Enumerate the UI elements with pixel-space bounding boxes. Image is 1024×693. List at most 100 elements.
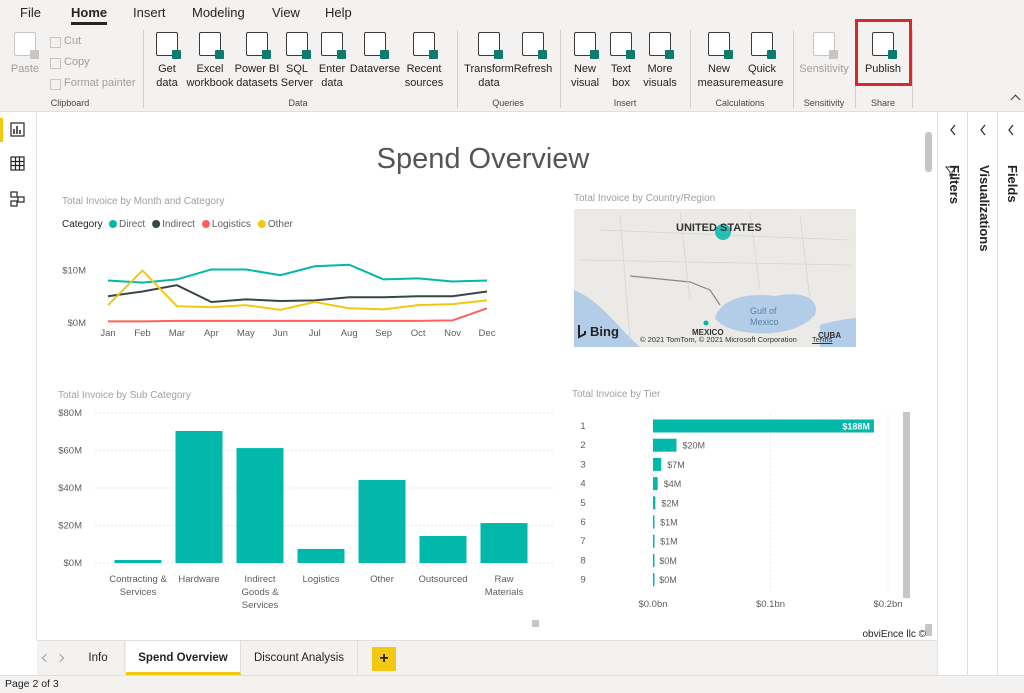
button-label: Enter xyxy=(318,63,346,75)
ribbon-button[interactable]: More visuals xyxy=(628,32,692,90)
fields-pane[interactable] xyxy=(997,112,1024,675)
ribbon-button[interactable]: New measure xyxy=(687,32,751,90)
button-icon xyxy=(413,32,438,59)
map-terms[interactable]: Terms xyxy=(812,335,833,344)
ribbon-tab[interactable]: Help xyxy=(325,5,352,20)
nav-icons xyxy=(0,118,25,207)
button-label: Sensitivity xyxy=(799,63,849,75)
button-icon xyxy=(286,32,311,59)
button-icon xyxy=(872,32,897,59)
pane-title[interactable]: Filters xyxy=(947,165,962,205)
button-icon xyxy=(522,32,547,59)
ribbon-tab[interactable]: File xyxy=(20,5,41,20)
button-icon xyxy=(478,32,503,59)
button-icon xyxy=(751,32,776,59)
button-label: Recent xyxy=(406,63,442,75)
button-label: Transform xyxy=(464,63,514,75)
report-canvas xyxy=(37,112,937,640)
left-nav xyxy=(0,112,37,640)
small-button-label: Cut xyxy=(64,35,82,47)
x-tick-label: Contracting & Services xyxy=(109,574,167,598)
button-label: data xyxy=(321,77,343,89)
button-label: Publish xyxy=(864,63,902,75)
group-separator xyxy=(143,30,144,108)
page-tab[interactable]: Discount Analysis xyxy=(241,641,358,674)
publish-highlight xyxy=(855,19,912,86)
data-view-grid xyxy=(11,157,24,170)
ribbon-tab[interactable]: Insert xyxy=(133,5,166,20)
button-label: Excel xyxy=(196,63,224,75)
group-label: Share xyxy=(870,98,896,108)
button-label: Refresh xyxy=(513,63,553,75)
button-label: SQL xyxy=(285,63,308,75)
ribbon-button[interactable]: Recent sources xyxy=(392,32,456,90)
ribbon-button[interactable]: Sensitivity xyxy=(792,32,856,76)
group-label: Sensitivity xyxy=(803,98,845,108)
ribbon-tab[interactable]: Modeling xyxy=(192,5,245,20)
button-label: Text xyxy=(610,63,632,75)
add-page-button[interactable]: + xyxy=(372,647,396,671)
button-icon xyxy=(813,32,838,59)
ribbon-button[interactable]: Get data xyxy=(135,32,199,90)
ribbon-button[interactable]: Excel workbook xyxy=(178,32,242,90)
small-button[interactable]: Copy xyxy=(50,56,90,69)
small-button-icon xyxy=(50,58,61,69)
ribbon-button[interactable]: Dataverse xyxy=(343,32,407,76)
ribbon-tab[interactable]: View xyxy=(272,5,300,20)
tab-nav-prev[interactable] xyxy=(41,653,51,663)
filters-pane[interactable] xyxy=(937,112,967,675)
status-text: Page 2 of 3 xyxy=(5,678,59,690)
small-button-icon xyxy=(50,37,61,48)
pane-title[interactable]: Fields xyxy=(1005,165,1020,203)
small-button[interactable]: Format painter xyxy=(50,77,136,90)
page-tab[interactable]: Spend Overview xyxy=(126,641,241,675)
visualizations-pane[interactable] xyxy=(967,112,997,675)
ribbon-button[interactable]: Quick measure xyxy=(730,32,794,90)
ribbon-button[interactable]: Power BI datasets xyxy=(225,32,289,90)
ribbon-button[interactable]: Refresh xyxy=(501,32,565,76)
button-icon xyxy=(156,32,181,59)
button-label: data xyxy=(478,77,500,89)
ribbon-button[interactable]: Publish xyxy=(851,32,915,76)
group-separator xyxy=(457,30,458,108)
map-brand: Bing xyxy=(590,324,619,339)
pane-title[interactable]: Visualizations xyxy=(977,165,992,252)
x-tick-label: Raw Materials xyxy=(484,574,524,598)
small-button[interactable]: Cut xyxy=(50,35,82,48)
report-view-icon[interactable] xyxy=(10,122,25,137)
ribbon-button[interactable]: Text box xyxy=(589,32,653,90)
ribbon-button[interactable]: SQL Server xyxy=(265,32,329,90)
button-label: measure xyxy=(740,77,784,89)
button-label: Paste xyxy=(10,63,40,75)
data-view-icon[interactable] xyxy=(10,156,25,171)
tab-nav-next[interactable] xyxy=(55,653,65,663)
group-separator xyxy=(560,30,561,108)
x-tick-label: Logistics xyxy=(302,574,340,585)
button-label: datasets xyxy=(236,77,278,89)
button-icon xyxy=(321,32,346,59)
group-separator xyxy=(690,30,691,108)
button-icon xyxy=(14,32,39,59)
collapse-ribbon[interactable] xyxy=(1010,94,1021,105)
button-icon xyxy=(364,32,389,59)
report-bars xyxy=(13,126,21,134)
model-view-icon-c xyxy=(10,200,18,207)
button-label: New xyxy=(573,63,596,75)
button-icon xyxy=(649,32,674,59)
map-label: UNITED STATES xyxy=(676,222,762,234)
small-button-icon xyxy=(50,79,61,90)
page-tab[interactable]: Info xyxy=(72,641,125,674)
ribbon-button[interactable]: Enter data xyxy=(300,32,364,90)
button-icon xyxy=(199,32,224,59)
ribbon-button[interactable]: New visual xyxy=(553,32,617,90)
page-tab-bar: Info Spend Overview Discount Analysis + xyxy=(37,640,937,676)
ribbon-button[interactable]: Paste xyxy=(0,32,57,76)
ribbon-tab[interactable]: Home xyxy=(71,5,108,25)
button-label: Power BI xyxy=(234,63,280,75)
x-tick-label: Outsourced xyxy=(418,574,468,585)
ribbon-button[interactable]: Transform data xyxy=(457,32,521,90)
button-label: data xyxy=(156,77,178,89)
model-view-icon[interactable] xyxy=(10,191,18,198)
button-icon xyxy=(708,32,733,59)
